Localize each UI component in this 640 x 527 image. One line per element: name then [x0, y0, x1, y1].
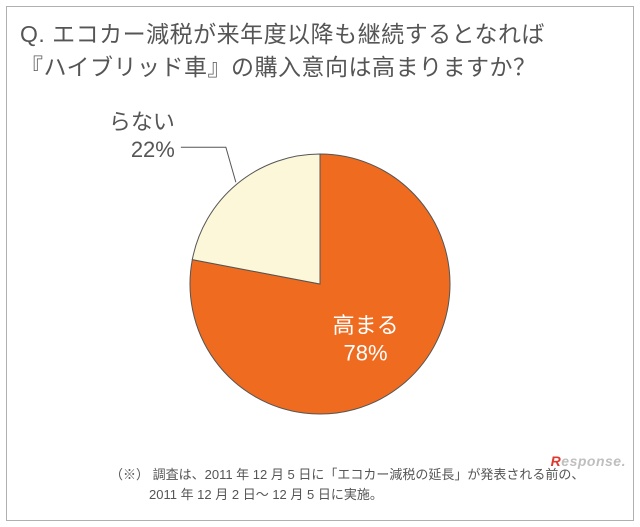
slice-label-no_change: 変わらない22%	[110, 109, 175, 162]
pie-chart: 高まる78%変わらない22%	[0, 110, 640, 457]
pie-svg: 高まる78%変わらない22%	[110, 74, 530, 494]
leader-line-no_change	[181, 147, 236, 182]
footnote-text: （※） 調査は、2011 年 12 月 5 日に「エコカー減税の延長」が発表され…	[110, 465, 610, 505]
